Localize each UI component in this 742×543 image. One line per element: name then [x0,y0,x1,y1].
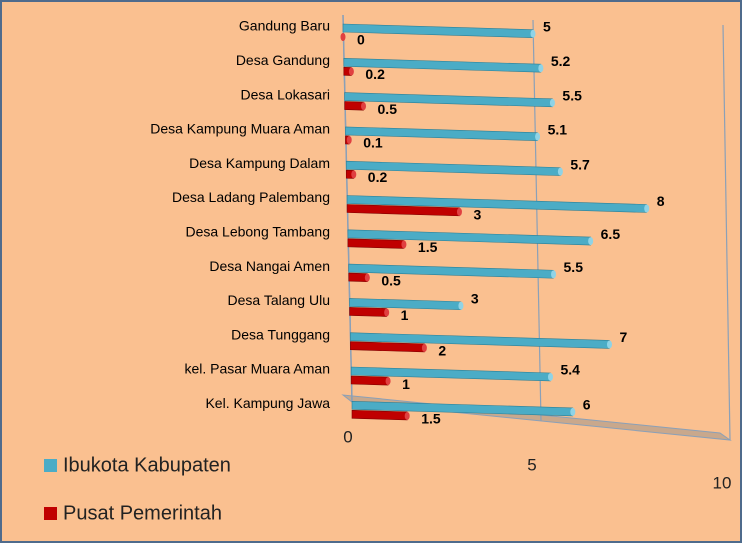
data-label: 2 [438,343,446,359]
data-label: 0.2 [368,169,388,185]
bar-cap [644,204,650,213]
bar-cap [551,270,557,279]
legend-swatch [44,459,57,472]
data-label: 5.4 [560,362,580,378]
bar-cap [549,98,555,107]
bar-cap [535,132,541,141]
bar [347,238,405,249]
bar-cap [364,273,370,282]
category-label: Kel. Kampung Jawa [205,395,330,411]
bar-cap [384,308,390,317]
data-label: 3 [473,207,481,223]
bar-cap [385,377,391,386]
bar [344,101,364,111]
bar-cap [346,136,352,145]
category-label: Desa Nangai Amen [209,258,330,274]
data-label: 6 [583,397,591,413]
bar-cap [547,372,553,381]
legend-swatch [44,507,57,520]
bar-cap [606,340,612,349]
bar-cap [458,301,464,310]
bar [350,375,389,386]
data-label: 5.1 [548,121,568,137]
data-label: 5 [543,18,551,34]
x-tick-label: 5 [527,455,536,474]
data-label: 1.5 [421,411,441,427]
data-label: 5.7 [570,156,590,172]
data-label: 0.5 [381,272,401,288]
bar-cap [570,407,576,416]
category-label: kel. Pasar Muara Aman [184,361,330,377]
bar [349,307,387,317]
data-label: 5.5 [564,259,584,275]
grid-line [722,24,731,441]
data-label: 6.5 [601,226,621,242]
bar-cap [361,102,367,111]
category-label: Desa Talang Ulu [228,292,330,308]
bar-cap [404,411,410,420]
legend-label: Ibukota Kabupaten [63,454,231,476]
data-label: 3 [471,290,479,306]
category-label: Desa Lebong Tambang [185,224,330,240]
x-tick-label: 10 [713,473,732,492]
bar-cap [588,237,594,246]
bar-cap [348,67,354,76]
data-label: 5.2 [551,53,571,69]
bar [348,272,368,282]
category-label: Desa Ladang Palembang [172,189,330,205]
data-label: 0.5 [378,101,398,117]
bar-cap [401,240,407,249]
category-label: Desa Lokasari [241,86,331,102]
category-label: Desa Kampung Dalam [189,155,330,171]
category-label: Desa Tunggang [231,326,330,342]
category-label: Desa Gandung [236,52,330,68]
bar-cap [421,343,427,352]
data-label: 1 [401,307,409,323]
bar-cap [530,29,536,38]
bar-cap [351,170,357,179]
grid-line [532,19,542,422]
category-label: Desa Kampung Muara Aman [150,121,330,137]
bar-cap [538,64,544,73]
data-label: 0.1 [363,135,383,151]
bar-cap [340,33,346,41]
data-label: 0.2 [365,66,385,82]
data-label: 1 [402,376,410,392]
bar-cap [456,207,462,216]
category-label: Gandung Baru [239,18,330,34]
legend-label: Pusat Pemerintah [63,502,222,524]
data-label: 0 [357,32,365,48]
bar [351,409,408,421]
data-label: 8 [657,193,665,209]
x-tick-label: 0 [343,427,352,446]
bar-cap [557,167,563,176]
data-label: 5.5 [562,88,582,104]
data-label: 7 [619,329,627,345]
data-label: 1.5 [418,239,438,255]
